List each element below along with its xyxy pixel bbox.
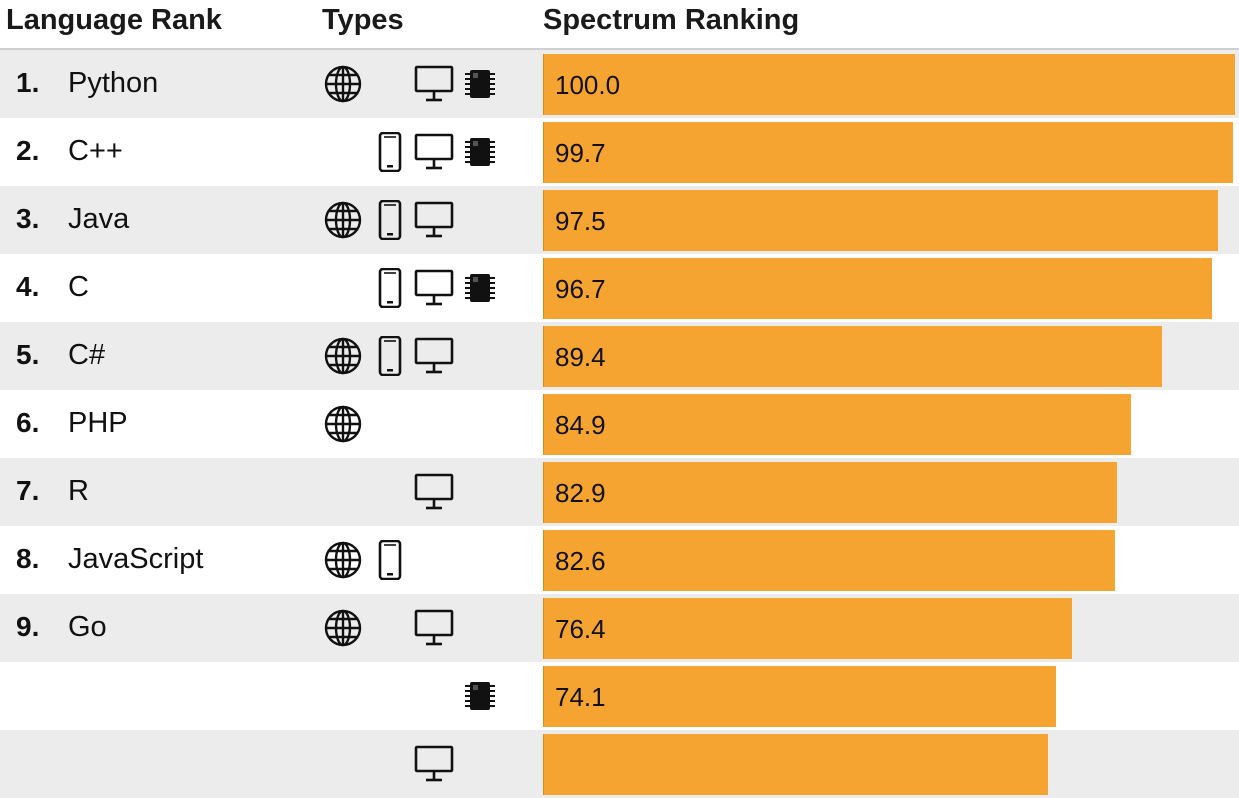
table-row: 8. JavaScript 82.6 — [0, 526, 1239, 594]
spectrum-value-label: 100.0 — [555, 70, 621, 100]
language-name: JavaScript — [68, 543, 204, 575]
desktop-monitor-icon — [412, 132, 456, 172]
table-row: 4. C 96.7 — [0, 254, 1239, 322]
globe-icon — [321, 200, 365, 240]
language-name: C++ — [68, 135, 123, 167]
rank-number: 5. — [16, 339, 40, 370]
chip-icon — [458, 676, 502, 716]
rank-number: 8. — [16, 543, 40, 574]
desktop-monitor-icon — [412, 608, 456, 648]
chip-icon — [458, 132, 502, 172]
table-row: 2. C++ 99.7 — [0, 118, 1239, 186]
mobile-phone-icon — [368, 268, 412, 308]
spectrum-bar — [543, 54, 1235, 115]
rank-number: 7. — [16, 475, 40, 506]
desktop-monitor-icon — [412, 200, 456, 240]
spectrum-value-label: 89.4 — [555, 342, 606, 372]
language-name: C — [68, 271, 89, 303]
language-name: Go — [68, 611, 107, 643]
types-header: Types — [322, 4, 404, 36]
table-row: 1. Python 100.0 — [0, 50, 1239, 118]
table-row: 3. Java 97.5 — [0, 186, 1239, 254]
language-name: PHP — [68, 407, 128, 439]
globe-icon — [321, 404, 365, 444]
desktop-monitor-icon — [412, 64, 456, 104]
table-row: 9. Go 76.4 — [0, 594, 1239, 662]
language-name: C# — [68, 339, 106, 371]
rank-number: 3. — [16, 203, 40, 234]
spectrum-value-label: 82.6 — [555, 546, 606, 576]
language-name: Python — [68, 67, 159, 99]
language-name: Java — [68, 203, 130, 235]
spectrum-bar — [543, 530, 1115, 591]
spectrum-bar — [543, 462, 1117, 523]
table-header: Language Rank Types Spectrum Ranking — [0, 0, 1239, 50]
desktop-monitor-icon — [412, 744, 456, 784]
rank-number: 2. — [16, 135, 40, 166]
globe-icon — [321, 608, 365, 648]
spectrum-value-label: 74.1 — [555, 682, 606, 712]
mobile-phone-icon — [368, 540, 412, 580]
header-divider — [0, 48, 1239, 50]
spectrum-bar — [543, 190, 1218, 251]
table-row: 7. R 82.9 — [0, 458, 1239, 526]
spectrum-value-label: 82.9 — [555, 478, 606, 508]
mobile-phone-icon — [368, 200, 412, 240]
desktop-monitor-icon — [412, 268, 456, 308]
mobile-phone-icon — [368, 336, 412, 376]
rank-number: 1. — [16, 67, 40, 98]
globe-icon — [321, 336, 365, 376]
spectrum-ranking-header: Spectrum Ranking — [543, 4, 800, 36]
table-row: 5. C# 89.4 — [0, 322, 1239, 390]
chip-icon — [458, 64, 502, 104]
globe-icon — [321, 64, 365, 104]
spectrum-bar — [543, 258, 1212, 319]
language-name: R — [68, 475, 89, 507]
desktop-monitor-icon — [412, 472, 456, 512]
desktop-monitor-icon — [412, 336, 456, 376]
table-row: 6. PHP 84.9 — [0, 390, 1239, 458]
table-row: 74.1 — [0, 662, 1239, 730]
rank-number: 4. — [16, 271, 40, 302]
spectrum-value-label: 99.7 — [555, 138, 606, 168]
mobile-phone-icon — [368, 132, 412, 172]
spectrum-bar — [543, 734, 1048, 795]
spectrum-value-label: 84.9 — [555, 410, 606, 440]
spectrum-bar — [543, 598, 1072, 659]
spectrum-bar — [543, 394, 1131, 455]
rank-number: 9. — [16, 611, 40, 642]
table-row — [0, 730, 1239, 798]
chip-icon — [458, 268, 502, 308]
spectrum-bar — [543, 666, 1056, 727]
spectrum-value-label: 97.5 — [555, 206, 606, 236]
rank-number: 6. — [16, 407, 40, 438]
spectrum-bar — [543, 122, 1233, 183]
language-rank-header: Language Rank — [6, 4, 222, 36]
spectrum-value-label: 76.4 — [555, 614, 606, 644]
spectrum-bar — [543, 326, 1162, 387]
globe-icon — [321, 540, 365, 580]
spectrum-value-label: 96.7 — [555, 274, 606, 304]
